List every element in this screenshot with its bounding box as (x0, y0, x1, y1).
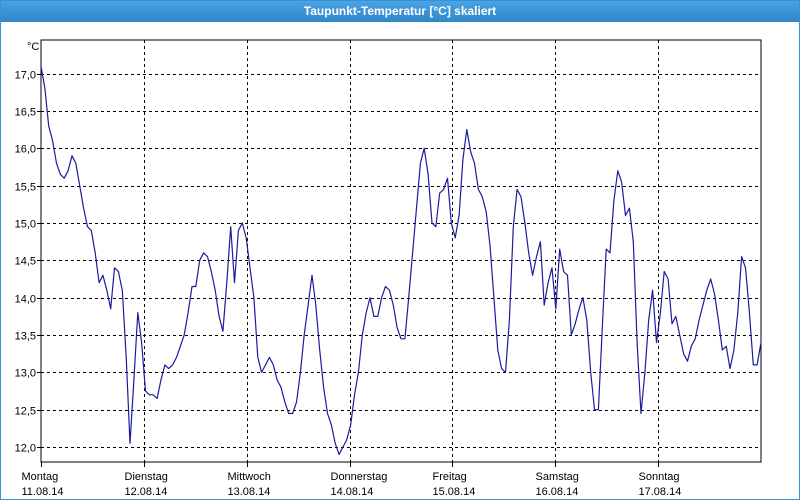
x-tick-label-date: 12.08.14 (125, 486, 168, 498)
y-tick-label: 16,5 (15, 107, 36, 119)
y-tick-label: 17,0 (15, 70, 36, 82)
x-tick-label-day: Sonntag (639, 471, 680, 483)
y-tick-label: 13,5 (15, 331, 36, 343)
x-tick-label-date: 11.08.14 (22, 486, 64, 498)
y-axis-unit: °C (27, 41, 39, 53)
x-tick-label-day: Montag (22, 471, 59, 483)
y-tick-label: 15,5 (15, 182, 36, 194)
x-tick-label-date: 14.08.14 (331, 486, 374, 498)
x-tick-label-day: Dienstag (125, 471, 168, 483)
y-tick-label: 13,0 (15, 368, 36, 380)
x-tick-label-day: Freitag (433, 471, 467, 483)
x-tick-label-date: 17.08.14 (639, 486, 682, 498)
y-tick-label: 15,0 (15, 219, 36, 231)
x-tick-label-day: Mittwoch (228, 471, 271, 483)
x-tick-label-date: 16.08.14 (536, 486, 579, 498)
x-tick-label-day: Samstag (536, 471, 579, 483)
plot-frame (40, 39, 762, 463)
y-tick-label: 14,0 (15, 294, 36, 306)
y-tick-label: 16,0 (15, 144, 36, 156)
x-tick-label-day: Donnerstag (331, 471, 388, 483)
series-line (40, 65, 762, 456)
dewpoint-chart: 12,0 12,5 13,0 13,5 14,0 14,5 15,0 15,5 16,0 16,5… (15, 39, 762, 498)
chart-area: 12,0 12,5 13,0 13,5 14,0 14,5 15,0 15,5 16,0 16,5… (1, 22, 799, 499)
y-tick-label: 14,5 (15, 256, 36, 268)
x-tick-label-date: 13.08.14 (228, 486, 271, 498)
x-tick-label-date: 15.08.14 (433, 486, 476, 498)
window-title: Taupunkt-Temperatur [°C] skaliert (1, 1, 799, 22)
y-tick-label: 12,5 (15, 406, 36, 418)
y-tick-label: 12,0 (15, 443, 36, 455)
